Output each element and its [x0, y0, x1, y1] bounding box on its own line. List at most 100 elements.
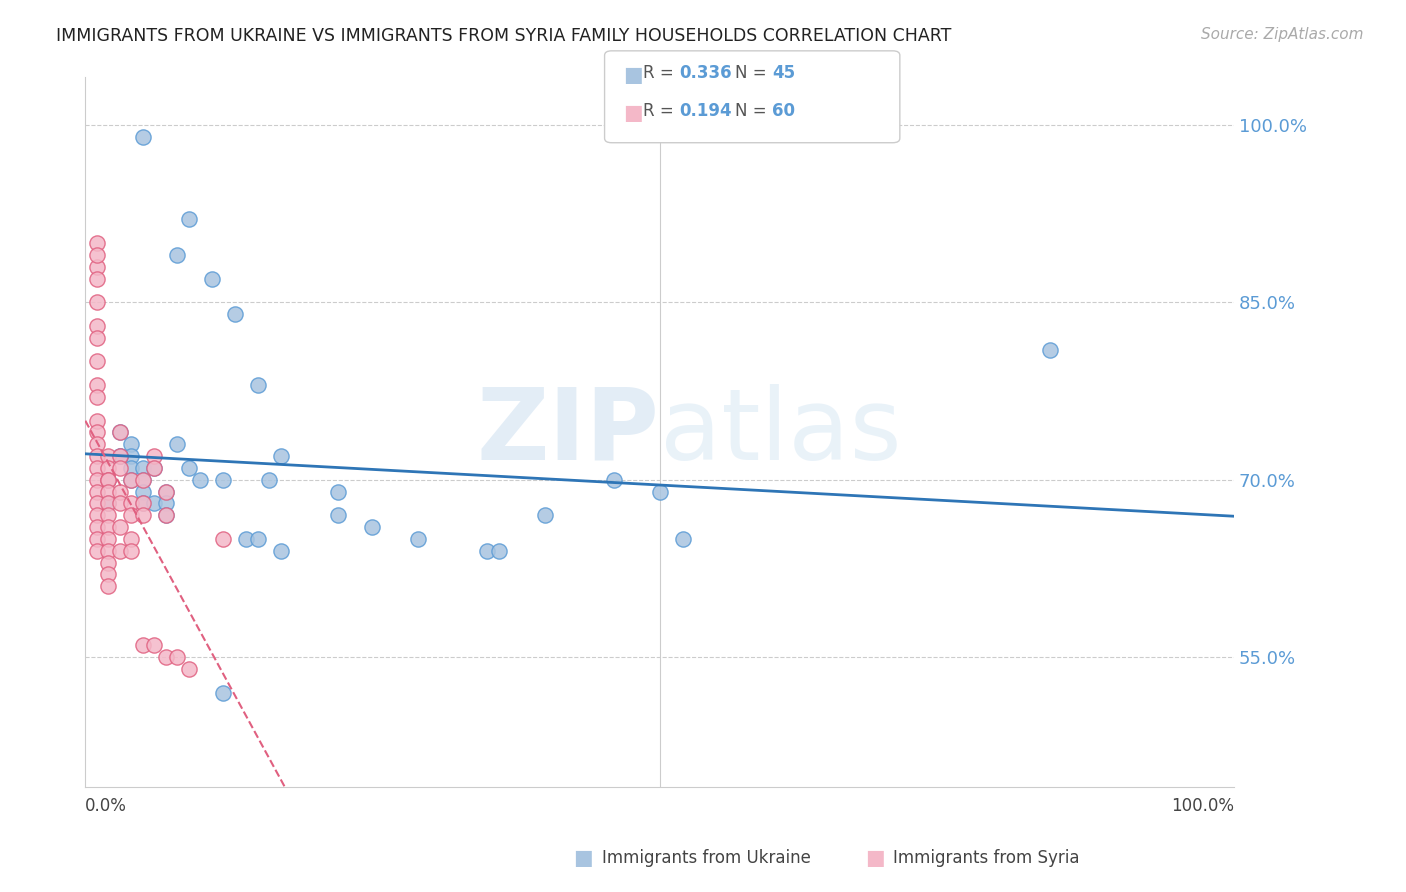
Point — [143, 449, 166, 463]
Point — [132, 639, 155, 653]
Point — [86, 532, 108, 546]
Point — [143, 461, 166, 475]
Point — [86, 331, 108, 345]
Point — [86, 414, 108, 428]
Point — [212, 473, 235, 487]
Point — [408, 532, 430, 546]
Text: Source: ZipAtlas.com: Source: ZipAtlas.com — [1201, 27, 1364, 42]
Point — [326, 508, 349, 523]
Point — [97, 567, 120, 582]
Text: N =: N = — [735, 64, 772, 82]
Point — [177, 212, 200, 227]
Point — [108, 449, 131, 463]
Text: ■: ■ — [865, 848, 884, 868]
Point — [86, 390, 108, 404]
Point — [86, 354, 108, 368]
Point — [97, 484, 120, 499]
Point — [86, 425, 108, 440]
Point — [246, 378, 269, 392]
Point — [86, 295, 108, 310]
Point — [97, 473, 120, 487]
Point — [132, 496, 155, 510]
Point — [212, 532, 235, 546]
Point — [132, 508, 155, 523]
Point — [177, 662, 200, 676]
Point — [235, 532, 257, 546]
Point — [97, 449, 120, 463]
Text: N =: N = — [735, 102, 772, 120]
Point — [97, 473, 120, 487]
Point — [143, 496, 166, 510]
Point — [201, 271, 224, 285]
Text: 0.0%: 0.0% — [86, 797, 127, 815]
Point — [246, 532, 269, 546]
Point — [108, 543, 131, 558]
Point — [132, 484, 155, 499]
Text: 0.336: 0.336 — [679, 64, 731, 82]
Point — [108, 425, 131, 440]
Point — [533, 508, 555, 523]
Point — [86, 318, 108, 333]
Point — [143, 639, 166, 653]
Text: Immigrants from Ukraine: Immigrants from Ukraine — [602, 849, 811, 867]
Point — [488, 543, 510, 558]
Text: 45: 45 — [772, 64, 794, 82]
Point — [155, 496, 177, 510]
Point — [108, 484, 131, 499]
Text: IMMIGRANTS FROM UKRAINE VS IMMIGRANTS FROM SYRIA FAMILY HOUSEHOLDS CORRELATION C: IMMIGRANTS FROM UKRAINE VS IMMIGRANTS FR… — [56, 27, 952, 45]
Point — [671, 532, 693, 546]
Point — [188, 473, 211, 487]
Point — [108, 496, 131, 510]
Point — [86, 543, 108, 558]
Text: 60: 60 — [772, 102, 794, 120]
Point — [155, 508, 177, 523]
Text: atlas: atlas — [659, 384, 901, 481]
Point — [155, 484, 177, 499]
Point — [1039, 343, 1062, 357]
Point — [108, 449, 131, 463]
Point — [86, 496, 108, 510]
Point — [477, 543, 499, 558]
Point — [602, 473, 624, 487]
Point — [97, 520, 120, 534]
Point — [132, 461, 155, 475]
Point — [86, 508, 108, 523]
Point — [120, 473, 142, 487]
Point — [270, 543, 292, 558]
Point — [97, 556, 120, 570]
Text: R =: R = — [643, 64, 679, 82]
Point — [86, 271, 108, 285]
Point — [120, 449, 142, 463]
Point — [120, 508, 142, 523]
Point — [97, 496, 120, 510]
Text: 0.194: 0.194 — [679, 102, 731, 120]
Point — [120, 461, 142, 475]
Point — [155, 650, 177, 665]
Point — [648, 484, 671, 499]
Point — [270, 449, 292, 463]
Point — [120, 473, 142, 487]
Text: ■: ■ — [574, 848, 593, 868]
Text: ■: ■ — [623, 65, 643, 85]
Point — [108, 520, 131, 534]
Point — [108, 425, 131, 440]
Point — [97, 496, 120, 510]
Point — [120, 496, 142, 510]
Point — [86, 461, 108, 475]
Text: 100.0%: 100.0% — [1171, 797, 1234, 815]
Point — [120, 532, 142, 546]
Point — [132, 496, 155, 510]
Point — [86, 378, 108, 392]
Point — [166, 650, 188, 665]
Point — [120, 437, 142, 451]
Point — [326, 484, 349, 499]
Point — [224, 307, 246, 321]
Point — [361, 520, 384, 534]
Point — [132, 129, 155, 144]
Point — [155, 508, 177, 523]
Point — [97, 532, 120, 546]
Point — [97, 473, 120, 487]
Point — [166, 248, 188, 262]
Point — [86, 236, 108, 251]
Point — [143, 461, 166, 475]
